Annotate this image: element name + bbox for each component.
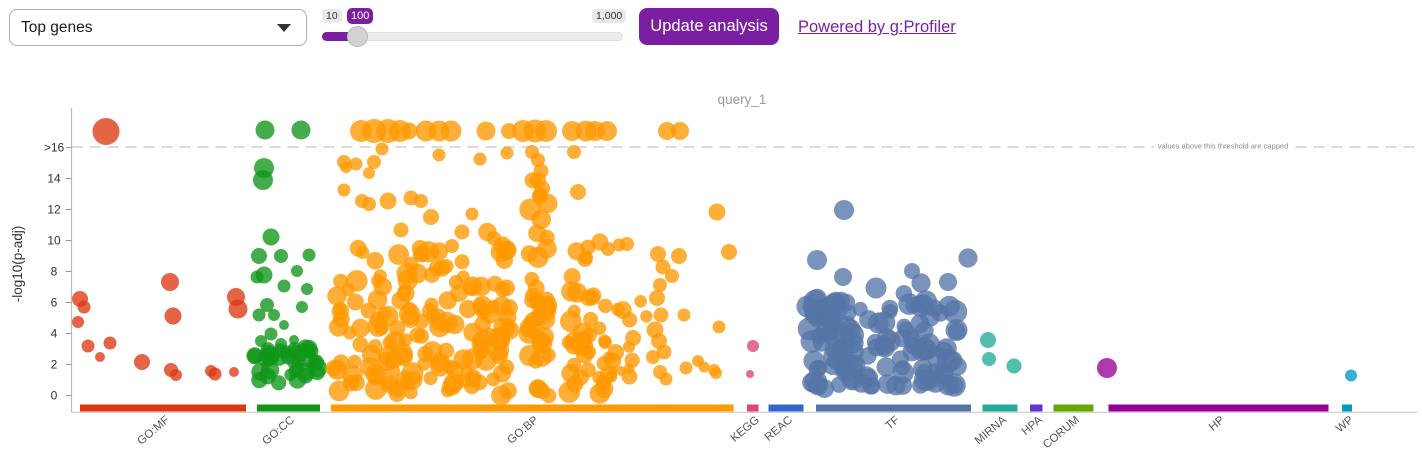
svg-text:10: 10: [47, 234, 61, 248]
svg-text:MIRNA: MIRNA: [973, 414, 1009, 447]
svg-text:8: 8: [51, 265, 58, 279]
svg-text:4: 4: [51, 327, 58, 341]
svg-text:REAC: REAC: [763, 414, 795, 444]
svg-text:KEGG: KEGG: [729, 414, 762, 445]
svg-text:>16: >16: [44, 141, 65, 155]
svg-text:WP: WP: [1334, 414, 1356, 435]
svg-text:0: 0: [51, 389, 58, 403]
svg-text:CORUM: CORUM: [1041, 414, 1082, 451]
svg-text:6: 6: [51, 296, 58, 310]
svg-text:GO:BP: GO:BP: [505, 414, 541, 447]
svg-text:query_1: query_1: [718, 92, 767, 107]
svg-text:12: 12: [47, 203, 61, 217]
svg-text:2: 2: [51, 358, 58, 372]
svg-text:values above this threshold ar: values above this threshold are capped: [1158, 142, 1289, 151]
svg-text:GO:CC: GO:CC: [260, 414, 297, 447]
svg-text:-log10(p-adj): -log10(p-adj): [10, 226, 25, 303]
svg-text:GO:MF: GO:MF: [135, 414, 172, 447]
svg-text:14: 14: [47, 172, 61, 186]
svg-text:HPA: HPA: [1020, 414, 1045, 438]
svg-text:HP: HP: [1207, 414, 1227, 434]
svg-text:TF: TF: [883, 414, 901, 432]
